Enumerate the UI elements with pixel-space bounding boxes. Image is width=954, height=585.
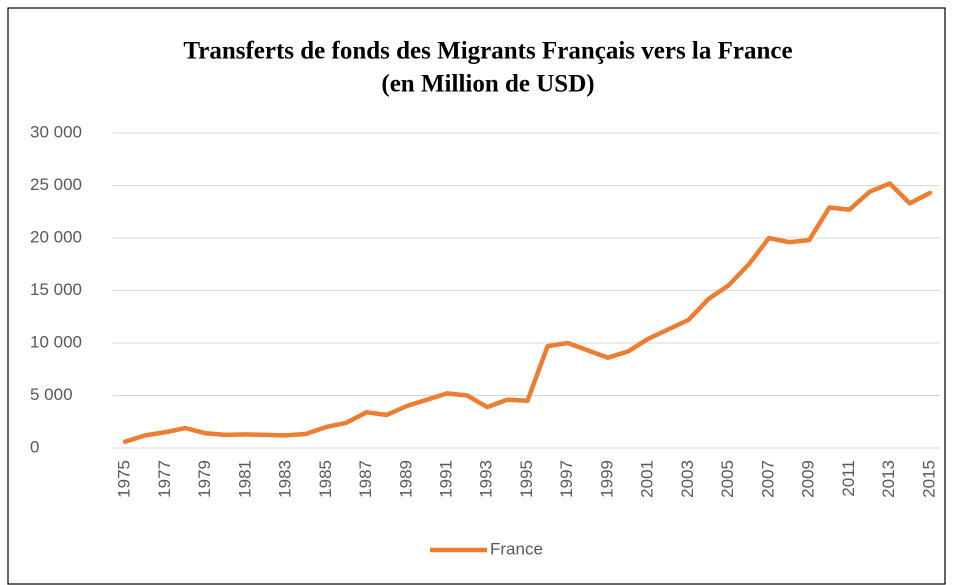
chart-title: (en Million de USD) [381, 71, 594, 98]
x-tick-label: 2015 [919, 460, 938, 498]
x-tick-label: 1981 [235, 460, 254, 498]
y-tick-label: 25 000 [30, 175, 82, 194]
x-tick-label: 1993 [477, 460, 496, 498]
legend-label: France [490, 539, 543, 558]
x-tick-label: 2001 [638, 460, 657, 498]
x-tick-label: 2005 [718, 460, 737, 498]
x-tick-label: 2011 [839, 460, 858, 497]
x-tick-label: 1977 [155, 460, 174, 498]
x-tick-label: 1991 [436, 460, 455, 498]
x-tick-label: 1995 [517, 460, 536, 498]
y-tick-label: 10 000 [30, 332, 82, 351]
data-line [122, 181, 933, 444]
x-tick-label: 2007 [758, 460, 777, 498]
y-tick-label: 20 000 [30, 227, 82, 246]
x-tick-label: 1999 [597, 460, 616, 498]
chart-title: Transferts de fonds des Migrants Françai… [183, 38, 792, 65]
x-tick-label: 2013 [879, 460, 898, 498]
x-tick-label: 1997 [557, 460, 576, 498]
x-tick-label: 1975 [115, 460, 134, 498]
y-tick-label: 30 000 [30, 122, 82, 141]
x-tick-label: 1989 [396, 460, 415, 498]
y-tick-label: 15 000 [30, 280, 82, 299]
x-tick-label: 1983 [276, 460, 295, 498]
x-tick-label: 1979 [195, 460, 214, 498]
x-tick-label: 2003 [678, 460, 697, 498]
x-tick-label: 2009 [799, 460, 818, 498]
x-tick-label: 1985 [316, 460, 335, 498]
chart-frame [7, 7, 946, 585]
y-tick-label: 0 [30, 437, 39, 456]
y-tick-label: 5 000 [30, 385, 73, 404]
x-tick-label: 1987 [356, 460, 375, 498]
